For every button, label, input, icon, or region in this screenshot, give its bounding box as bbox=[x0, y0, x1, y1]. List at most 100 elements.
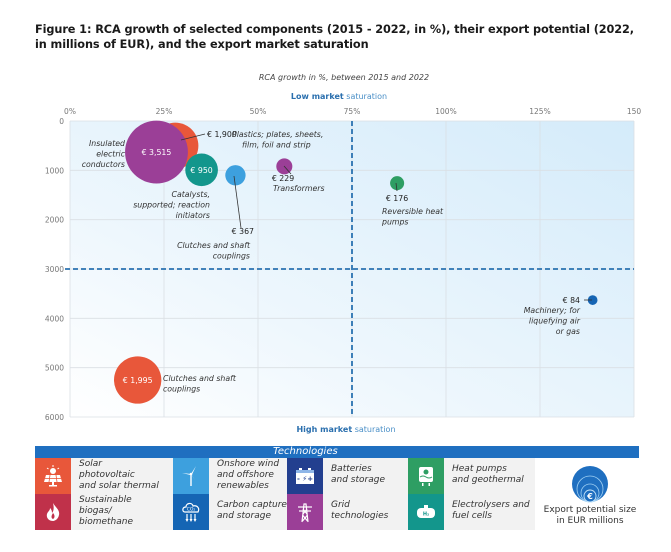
legend-entry-label-line: Grid bbox=[331, 500, 350, 510]
pylon-icon bbox=[287, 494, 323, 530]
heat-pump-icon bbox=[408, 458, 444, 494]
legend-entry-label-line: Solar bbox=[79, 459, 102, 469]
legend-entry-label: Batteries and storage bbox=[331, 464, 449, 486]
high-saturation-label: High market saturation bbox=[296, 425, 395, 434]
euro-icon: € bbox=[572, 466, 608, 503]
solar-panel-icon bbox=[35, 458, 71, 494]
battery-icon: - ⚡+ bbox=[287, 458, 323, 494]
legend-entry-label-line: fuel cells bbox=[452, 511, 492, 521]
bubble-name-label: initiators bbox=[176, 211, 210, 220]
bubble-value-label: € 1,995 bbox=[123, 376, 153, 385]
bubble bbox=[390, 176, 405, 191]
flame-icon bbox=[35, 494, 71, 530]
legend-row-background bbox=[35, 494, 535, 530]
legend-entry-label-line: Batteries bbox=[331, 464, 372, 474]
legend-entry-label: Electrolysers and fuel cells bbox=[452, 500, 570, 522]
y-tick-label: 1000 bbox=[45, 166, 64, 175]
bubble bbox=[587, 295, 598, 305]
bubble-name-label: electric bbox=[96, 150, 125, 159]
legend-entry-label-line: renewables bbox=[217, 481, 269, 491]
figure-title: Figure 1: RCA growth of selected compone… bbox=[35, 23, 634, 51]
wind-turbine-icon bbox=[173, 458, 209, 494]
bubble-name-label: or gas bbox=[556, 327, 580, 336]
bubble-name-label: pumps bbox=[381, 218, 409, 227]
legend-entry-label-line: and storage bbox=[217, 511, 271, 521]
bubble-name-label: liquefying air bbox=[529, 317, 581, 326]
bubble-name-label: Reversible heat bbox=[382, 207, 444, 216]
bubble-name-label: Plastics; plates, sheets, bbox=[232, 130, 323, 139]
leader-line bbox=[395, 182, 398, 192]
leader-line bbox=[233, 175, 242, 229]
svg-text:- ⚡+: - ⚡+ bbox=[297, 475, 313, 483]
legend-entry-label-line: Onshore wind bbox=[217, 459, 280, 469]
legend-entry-label-line: Sustainable bbox=[79, 495, 132, 505]
x-tick-label: 0% bbox=[64, 107, 76, 116]
size-legend-caption: Export potential size in EUR millions bbox=[535, 505, 645, 527]
co2-cloud-icon: CO₂ bbox=[173, 494, 209, 530]
y-tick-label: 3000 bbox=[45, 265, 64, 274]
legend-entry-label-line: Electrolysers and bbox=[452, 500, 530, 510]
y-tick-label: 5000 bbox=[45, 364, 64, 373]
y-tick-label: 0 bbox=[59, 117, 64, 126]
x-tick-label: 125% bbox=[529, 107, 550, 116]
legend-entry: Solar photovoltaic and solar thermal bbox=[35, 458, 165, 494]
bubble-name-label: Machinery; for bbox=[524, 306, 581, 315]
reference-lines bbox=[65, 121, 634, 417]
legend-entry-label-line: photovoltaic bbox=[79, 470, 135, 480]
bubble-name-label: supported; reaction bbox=[133, 201, 210, 210]
x-axis-title: RCA growth in %, between 2015 and 2022 bbox=[259, 73, 429, 82]
y-tick-label: 6000 bbox=[45, 413, 64, 422]
legend-entry-label-line: and geothermal bbox=[452, 475, 524, 485]
legend-entry-label: Grid technologies bbox=[331, 500, 449, 522]
bubble-name-label: film, foil and strip bbox=[242, 141, 311, 150]
legend-entry-label: Sustainable biogas/biomethane bbox=[79, 495, 197, 528]
bubble-value-label: € 3,515 bbox=[142, 148, 172, 157]
legend-entry: Onshore wind and offshore renewables bbox=[173, 458, 303, 494]
euro-symbol: € bbox=[586, 492, 593, 501]
bubble-value-label: € 176 bbox=[386, 194, 408, 203]
y-tick-label: 2000 bbox=[45, 216, 64, 225]
legend-entry-label: Heat pumps and geothermal bbox=[452, 464, 570, 486]
legend-entry: CO₂ Carbon capture and storage bbox=[173, 494, 303, 530]
x-tick-label: 75% bbox=[344, 107, 361, 116]
bubble-value-label: € 950 bbox=[190, 166, 212, 175]
size-legend-line-2: in EUR millions bbox=[556, 516, 624, 526]
legend-header: Technologies bbox=[35, 446, 639, 458]
legend-entry: Grid technologies bbox=[287, 494, 417, 530]
bubble-name-label: Transformers bbox=[273, 184, 325, 193]
legend-entry-label-line: biogas/ bbox=[79, 506, 112, 516]
legend-entry-label-line: Heat pumps bbox=[452, 464, 507, 474]
y-tick-label: 4000 bbox=[45, 314, 64, 323]
high-saturation-rest: saturation bbox=[352, 425, 395, 434]
leader-line bbox=[283, 165, 292, 175]
bubble-name-label: couplings bbox=[163, 385, 200, 394]
bubble bbox=[185, 153, 218, 187]
legend-entry-label-line: and solar thermal bbox=[79, 481, 159, 491]
legend-entry-label: Carbon capture and storage bbox=[217, 500, 335, 522]
bubble-name-label: Insulated bbox=[89, 139, 125, 148]
bubble bbox=[225, 165, 246, 186]
bubble-value-label: € 229 bbox=[272, 174, 294, 183]
legend-entry-label-line: technologies bbox=[331, 511, 389, 521]
legend-entry: H₂ Electrolysers and fuel cells bbox=[408, 494, 538, 530]
legend-entry-label: Solar photovoltaic and solar thermal bbox=[79, 459, 197, 492]
x-tick-label: 50% bbox=[250, 107, 267, 116]
bubble-name-label: Clutches and shaft bbox=[177, 241, 251, 250]
bubble-chart: RCA growth in %, between 2015 and 2022 L… bbox=[45, 73, 641, 434]
svg-text:CO₂: CO₂ bbox=[187, 507, 196, 513]
legend-entry-label-line: biomethane bbox=[79, 517, 134, 527]
legend-entry-label-line: and offshore bbox=[217, 470, 274, 480]
bubble-name-label: couplings bbox=[213, 252, 250, 261]
size-legend-line-1: Export potential size bbox=[543, 505, 637, 515]
leader-line bbox=[180, 133, 206, 141]
legend-entry-label-line: and storage bbox=[331, 475, 385, 485]
x-tick-label: 25% bbox=[156, 107, 173, 116]
legend-entry-label-line: Carbon capture bbox=[217, 500, 287, 510]
high-saturation-bold: High market bbox=[296, 425, 352, 434]
bubble-value-label: € 1,900 bbox=[207, 130, 237, 139]
bubble-value-label: € 84 bbox=[563, 296, 580, 305]
bubble bbox=[114, 356, 162, 404]
bubble bbox=[125, 120, 188, 184]
bubble-name-label: Catalysts, bbox=[172, 190, 211, 199]
